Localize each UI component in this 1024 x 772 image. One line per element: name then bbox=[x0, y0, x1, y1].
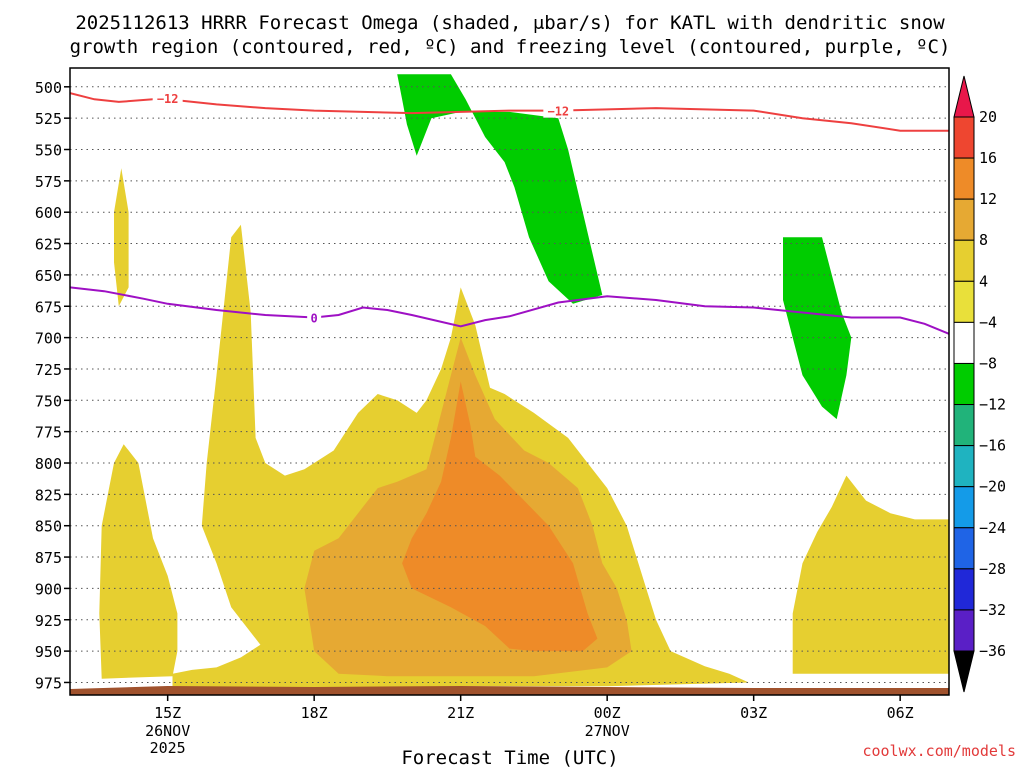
colorbar-label-12: −32 bbox=[979, 601, 1006, 619]
colorbar-label-0: 20 bbox=[979, 108, 997, 126]
colorbar-label-1: 16 bbox=[979, 149, 997, 167]
x-tick-label-15Z: 15Z bbox=[154, 704, 181, 722]
y-tick-label-675: 675 bbox=[35, 298, 62, 316]
y-tick-label-550: 550 bbox=[35, 142, 62, 160]
y-tick-label-900: 900 bbox=[35, 580, 62, 598]
colorbar-legend: 20 16 12 8 4 −4 −8 −12 −16 −20 −24 −28 −32 −36 bbox=[953, 75, 1006, 693]
colorbar-label-13: −36 bbox=[979, 642, 1006, 660]
omega-region-7 bbox=[792, 475, 949, 674]
omega-region-1 bbox=[99, 444, 178, 679]
colorbar-bottom-arrow bbox=[953, 650, 975, 693]
y-tick-label-575: 575 bbox=[35, 173, 62, 191]
x-tick-label-06Z: 06Z bbox=[887, 704, 914, 722]
colorbar-swatch-2 bbox=[953, 198, 975, 241]
omega-region-5 bbox=[397, 74, 603, 304]
colorbar-swatch-1 bbox=[953, 157, 975, 200]
colorbar-swatch-8 bbox=[953, 445, 975, 488]
y-tick-label-825: 825 bbox=[35, 486, 62, 504]
colorbar-swatch-10 bbox=[953, 527, 975, 570]
ground-layer bbox=[70, 686, 949, 695]
y-tick-label-775: 775 bbox=[35, 424, 62, 442]
colorbar-swatch-0 bbox=[953, 116, 975, 159]
y-tick-label-950: 950 bbox=[35, 643, 62, 661]
colorbar-swatch-7 bbox=[953, 404, 975, 447]
x-tick-label-00Z: 00Z bbox=[594, 704, 621, 722]
colorbar-label-4: 4 bbox=[979, 272, 988, 290]
omega-shaded-regions bbox=[99, 74, 949, 689]
contour-label-bg-freezing-level-0 bbox=[307, 310, 322, 325]
plot-frame bbox=[69, 67, 950, 696]
omega-region-4 bbox=[402, 381, 598, 652]
y-tick-label-650: 650 bbox=[35, 267, 62, 285]
y-tick-label-500: 500 bbox=[35, 79, 62, 97]
y-tick-label-625: 625 bbox=[35, 236, 62, 254]
colorbar-label-10: −24 bbox=[979, 519, 1006, 537]
x-tick-date-15Z: 26NOV bbox=[145, 722, 190, 740]
colorbar-label-7: −12 bbox=[979, 396, 1006, 414]
y-tick-label-600: 600 bbox=[35, 204, 62, 222]
x-axis-label: Forecast Time (UTC) bbox=[401, 747, 618, 768]
colorbar-swatch-11 bbox=[953, 568, 975, 611]
y-tick-label-725: 725 bbox=[35, 361, 62, 379]
contour-label-bg-dendritic-snow-growth-0 bbox=[152, 91, 183, 106]
colorbar-swatch-9 bbox=[953, 486, 975, 529]
colorbar-swatch-6 bbox=[953, 362, 975, 406]
contour-label-freezing-level-0: 0 bbox=[311, 312, 318, 326]
colorbar-swatch-12 bbox=[953, 609, 975, 652]
omega-region-0 bbox=[114, 168, 129, 307]
contour-lines: −12 −12 0 bbox=[70, 91, 949, 335]
contour-label-dendritic-snow-growth-0: −12 bbox=[157, 92, 179, 106]
y-tick-label-700: 700 bbox=[35, 330, 62, 348]
colorbar-label-9: −20 bbox=[979, 478, 1006, 496]
y-tick-label-850: 850 bbox=[35, 518, 62, 536]
watermark: coolwx.com/models bbox=[862, 742, 1016, 760]
y-tick-label-975: 975 bbox=[35, 674, 62, 692]
y-tick-label-525: 525 bbox=[35, 110, 62, 128]
x-tick-date-00Z: 27NOV bbox=[585, 722, 630, 740]
x-tick-year-15Z: 2025 bbox=[150, 739, 186, 757]
colorbar-label-5: −4 bbox=[979, 313, 997, 331]
colorbar-label-8: −16 bbox=[979, 437, 1006, 455]
colorbar-label-11: −28 bbox=[979, 560, 1006, 578]
x-tick-label-03Z: 03Z bbox=[740, 704, 767, 722]
y-tick-label-800: 800 bbox=[35, 455, 62, 473]
y-tick-label-750: 750 bbox=[35, 392, 62, 410]
ground-surface bbox=[70, 686, 949, 695]
x-tick-label-21Z: 21Z bbox=[447, 704, 474, 722]
colorbar-label-3: 8 bbox=[979, 231, 988, 249]
colorbar-swatch-3 bbox=[953, 239, 975, 282]
x-tick-label-18Z: 18Z bbox=[301, 704, 328, 722]
pressure-axis: 500 525 550 575 600 625 650 675 700 725 750 775 800 8… bbox=[35, 79, 70, 692]
chart-title-line-1: 2025112613 HRRR Forecast Omega (shaded, … bbox=[75, 12, 945, 34]
y-tick-label-875: 875 bbox=[35, 549, 62, 567]
contour-label-dendritic-snow-growth-1: −12 bbox=[547, 105, 569, 119]
colorbar-swatch-5 bbox=[953, 321, 975, 364]
chart-title-line-2: growth region (contoured, red, ºC) and f… bbox=[70, 36, 951, 58]
colorbar-top-arrow bbox=[953, 75, 975, 118]
contour-freezing-level bbox=[70, 286, 949, 335]
contour-label-bg-dendritic-snow-growth-1 bbox=[543, 103, 574, 118]
colorbar-swatch-4 bbox=[953, 280, 975, 323]
omega-region-6 bbox=[783, 237, 852, 420]
colorbar-label-2: 12 bbox=[979, 190, 997, 208]
y-tick-label-925: 925 bbox=[35, 612, 62, 630]
colorbar-label-6: −8 bbox=[979, 354, 997, 372]
